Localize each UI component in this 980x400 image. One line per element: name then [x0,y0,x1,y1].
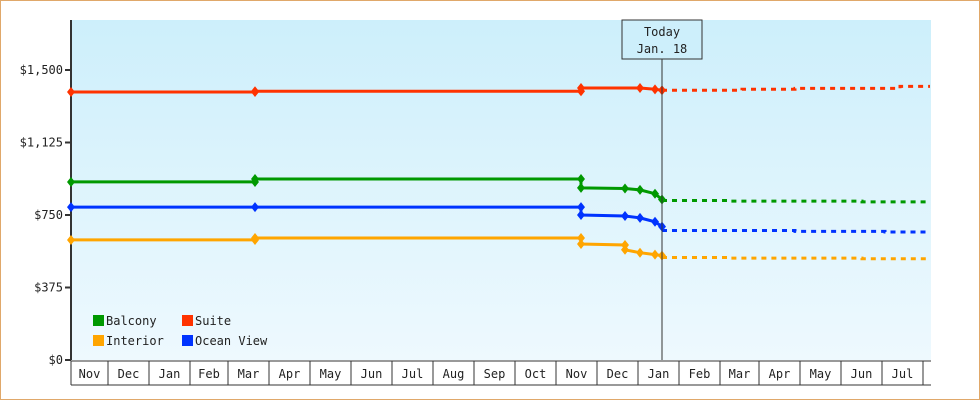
data-point [251,174,259,185]
data-point [621,183,629,194]
x-tick-label: Jun [851,367,873,381]
legend: Balcony Suite Interior Ocean View [93,314,268,348]
legend-label: Interior [106,334,164,348]
legend-item-ocean-view: Ocean View [182,334,268,348]
data-point [577,174,585,185]
data-point [636,82,644,93]
y-tick-label: $375 [34,281,63,295]
data-point [251,86,259,97]
today-marker: Today Jan. 18 [621,19,703,360]
data-point [577,182,585,193]
today-callout [621,19,703,60]
data-point [67,234,75,245]
data-point [67,176,75,187]
x-tick-label: Mar [238,367,260,381]
legend-swatch [93,315,104,326]
x-tick-label: Dec [118,367,140,381]
data-point [636,247,644,258]
x-tick-label: May [320,367,342,381]
data-point [621,244,629,255]
x-tick-label: Oct [525,367,547,381]
data-point [651,84,659,95]
series-suite [67,82,930,98]
data-point [251,233,259,244]
y-tick-label: $0 [49,353,63,367]
data-point [651,249,659,260]
x-tick-label: Aug [443,367,465,381]
x-tick-label: Jan [159,367,181,381]
x-tick-label: Feb [689,367,711,381]
x-tick-label: Jul [892,367,914,381]
data-point [651,216,659,227]
x-tick-label: Apr [279,367,301,381]
x-tick-label: Sep [484,367,506,381]
data-point [577,202,585,213]
series-lines [67,82,930,261]
data-point [577,233,585,244]
legend-item-interior: Interior [93,334,164,348]
x-tick-label: Apr [769,367,791,381]
legend-swatch [182,315,193,326]
data-point [636,184,644,195]
data-point [577,239,585,249]
y-tick-label: $750 [34,208,63,222]
data-point [621,210,629,221]
today-label: Today [644,25,680,39]
legend-swatch [182,335,193,346]
data-point [67,202,75,213]
x-axis: Nov Dec Jan Feb Mar Apr May Jun Jul Aug Sep Oct Nov D… [70,360,931,386]
series-ocean-view [67,202,930,234]
data-point [577,210,585,220]
data-point [251,202,259,213]
today-date: Jan. 18 [637,42,688,56]
legend-item-balcony: Balcony [93,314,157,328]
x-tick-label: Jan [648,367,670,381]
x-tick-label: May [810,367,832,381]
x-tick-label: Nov [566,367,588,381]
x-tick-label: Feb [198,367,220,381]
x-tick-label: Nov [79,367,101,381]
y-axis: $0 $375 $750 $1,125 $1,500 [20,20,72,367]
x-tick-label: Mar [729,367,751,381]
data-point [67,87,75,98]
x-tick-label: Jun [361,367,383,381]
x-tick-label: Jul [402,367,424,381]
x-tick-label: Dec [607,367,629,381]
legend-label: Ocean View [195,334,268,348]
data-point [651,188,659,199]
legend-label: Balcony [106,314,157,328]
legend-label: Suite [195,314,231,328]
legend-item-suite: Suite [182,314,231,328]
data-point [577,82,585,93]
series-interior [67,233,930,261]
data-point [636,212,644,223]
plot-area [71,20,931,360]
y-tick-label: $1,500 [20,63,63,77]
y-tick-label: $1,125 [20,136,63,150]
legend-swatch [93,335,104,346]
